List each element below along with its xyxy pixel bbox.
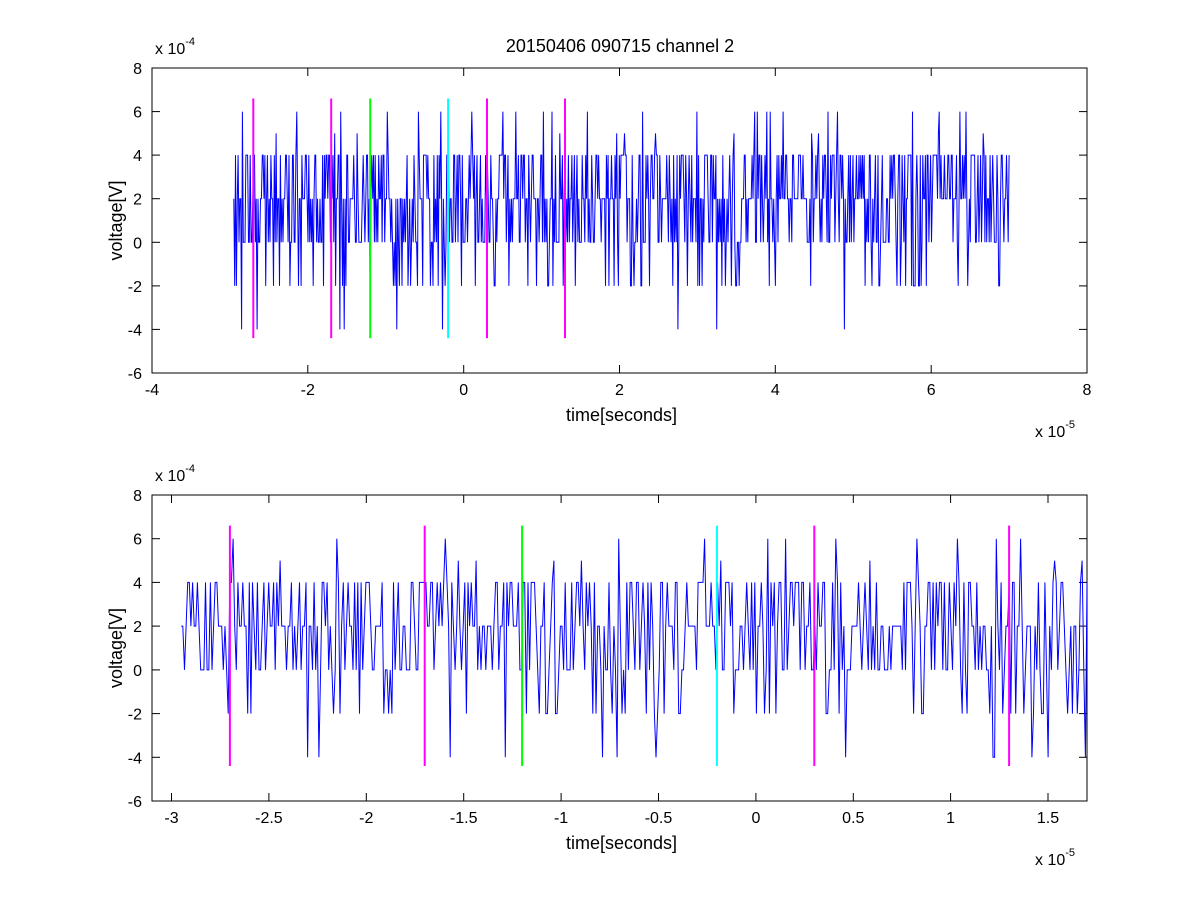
x-tick-label: -2.5	[255, 810, 283, 827]
series-line	[233, 111, 1010, 330]
y-axis-label: voltage[V]	[106, 180, 126, 260]
y-tick-label: 8	[133, 488, 142, 505]
x-axis-label: time[seconds]	[566, 833, 677, 853]
y-tick-label: -2	[128, 279, 142, 296]
x-multiplier-label: x 10-5	[1035, 419, 1075, 441]
y-tick-label: -6	[128, 794, 142, 811]
x-tick-label: -3	[164, 810, 178, 827]
x-tick-label: -2	[301, 382, 315, 399]
x-tick-label: 6	[927, 382, 936, 399]
x-axis-label: time[seconds]	[566, 405, 677, 425]
top-plot: -4 -2 0 2 4 6 8-6-4-202468time[seconds]voltage…	[106, 36, 1092, 441]
y-tick-label: 4	[133, 148, 142, 165]
y-tick-label: 2	[133, 192, 142, 209]
x-tick-label: -1.5	[450, 810, 478, 827]
y-tick-label: 8	[133, 61, 142, 78]
y-tick-label: 0	[133, 663, 142, 680]
y-tick-label: 6	[133, 105, 142, 122]
y-tick-label: 2	[133, 619, 142, 636]
y-tick-label: -2	[128, 707, 142, 724]
y-tick-label: -6	[128, 366, 142, 383]
y-multiplier-label: x 10-4	[155, 36, 195, 58]
x-tick-label: 1	[946, 810, 955, 827]
x-tick-label: 0	[751, 810, 760, 827]
y-tick-label: 4	[133, 575, 142, 592]
x-tick-label: 2	[615, 382, 624, 399]
series-line	[181, 538, 1087, 758]
x-tick-label: -0.5	[645, 810, 673, 827]
x-tick-label: 0	[459, 382, 468, 399]
x-tick-label: 4	[771, 382, 780, 399]
y-tick-label: -4	[128, 750, 142, 767]
x-tick-label: -1	[554, 810, 568, 827]
y-tick-label: 0	[133, 235, 142, 252]
x-tick-label: -4	[145, 382, 159, 399]
x-tick-label: -2	[359, 810, 373, 827]
x-multiplier-label: x 10-5	[1035, 847, 1075, 869]
y-tick-label: 6	[133, 532, 142, 549]
x-tick-label: 8	[1083, 382, 1092, 399]
bottom-plot: -3 -2.5 -2 -1.5 -1 -0.5 0 0.5 1 1.5 -6 -4 -2 0 2 4 6 8 tim…	[106, 463, 1088, 869]
y-tick-label: -4	[128, 322, 142, 339]
x-tick-label: 0.5	[842, 810, 864, 827]
y-axis-label: voltage[V]	[106, 608, 126, 688]
x-tick-label: 1.5	[1037, 810, 1059, 827]
figure-title: 20150406 090715 channel 2	[506, 36, 734, 56]
y-multiplier-label: x 10-4	[155, 463, 195, 485]
